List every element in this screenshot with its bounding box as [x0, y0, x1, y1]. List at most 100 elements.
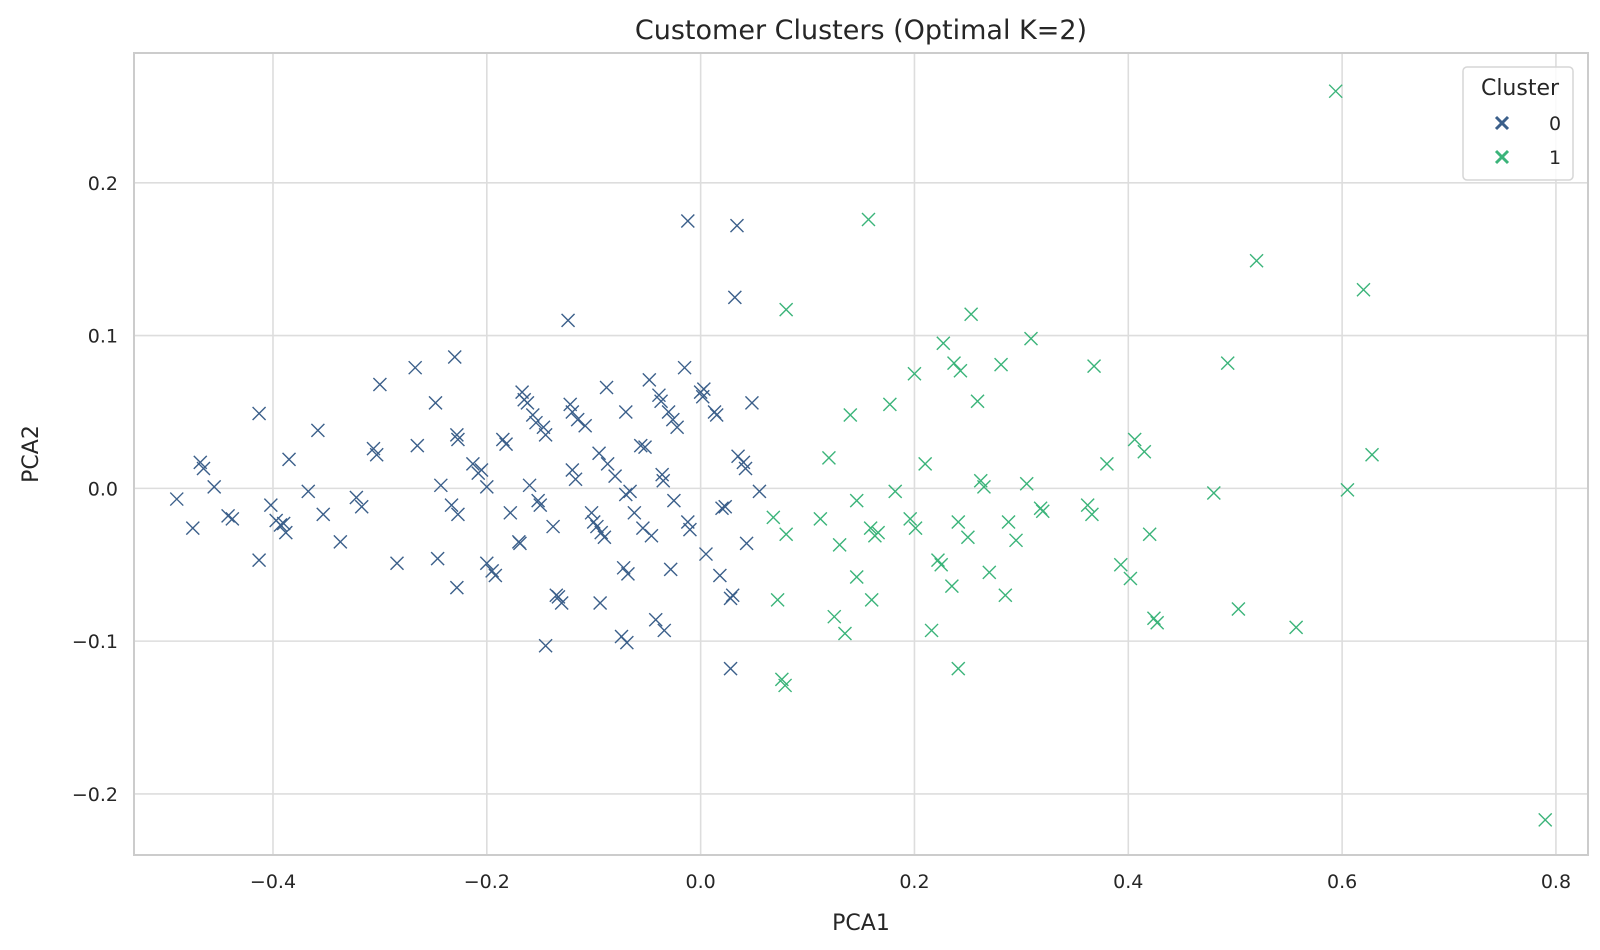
data-point-cluster-1 [1340, 482, 1355, 497]
data-point-cluster-1 [1249, 253, 1264, 268]
data-point-cluster-1 [813, 511, 828, 526]
y-tick-label: −0.1 [72, 631, 118, 653]
data-point-cluster-0 [169, 492, 184, 507]
data-point-cluster-0 [450, 507, 465, 522]
data-point-cluster-0 [657, 623, 672, 638]
data-point-cluster-1 [918, 456, 933, 471]
x-marker-icon [1494, 149, 1510, 165]
data-point-cluster-0 [752, 484, 767, 499]
y-tick-label: 0.1 [88, 326, 118, 348]
data-point-cluster-0 [433, 478, 448, 493]
data-point-cluster-1 [864, 592, 879, 607]
data-point-cluster-0 [225, 511, 240, 526]
data-point-cluster-0 [586, 514, 601, 529]
data-point-cluster-0 [449, 580, 464, 595]
data-point-cluster-0 [495, 432, 510, 447]
data-point-cluster-1 [1356, 282, 1371, 297]
data-point-cluster-0 [503, 505, 518, 520]
legend-label: 0 [1549, 113, 1561, 135]
data-point-cluster-0 [252, 553, 267, 568]
data-point-cluster-0 [349, 490, 364, 505]
data-point-cluster-0 [682, 522, 697, 537]
data-point-cluster-0 [568, 472, 583, 487]
data-point-cluster-1 [779, 302, 794, 317]
data-point-cluster-1 [849, 569, 864, 584]
data-point-cluster-1 [1019, 476, 1034, 491]
data-point-cluster-0 [515, 385, 530, 400]
data-point-cluster-1 [953, 363, 968, 378]
data-point-cluster-0 [727, 290, 742, 305]
data-point-cluster-0 [589, 519, 604, 534]
data-point-cluster-1 [1137, 444, 1152, 459]
data-point-cluster-0 [725, 588, 740, 603]
data-point-cluster-1 [863, 521, 878, 536]
data-point-cluster-1 [964, 307, 979, 322]
data-point-cluster-0 [677, 360, 692, 375]
data-point-cluster-0 [663, 562, 678, 577]
data-point-cluster-0 [276, 516, 291, 531]
data-point-cluster-0 [273, 518, 288, 533]
data-point-cluster-1 [944, 579, 959, 594]
data-point-cluster-1 [970, 394, 985, 409]
data-point-cluster-1 [843, 408, 858, 423]
data-point-cluster-0 [638, 440, 653, 455]
data-point-cluster-1 [903, 511, 918, 526]
data-point-cluster-0 [600, 456, 615, 471]
data-point-cluster-0 [620, 566, 635, 581]
data-point-cluster-0 [538, 427, 553, 442]
data-point-cluster-1 [1087, 359, 1102, 374]
data-point-cluster-0 [593, 595, 608, 610]
data-point-cluster-0 [715, 501, 730, 516]
plot-frame [133, 52, 1589, 856]
data-point-cluster-0 [528, 415, 543, 430]
data-point-cluster-0 [531, 493, 546, 508]
x-tick-label: 0.2 [899, 871, 929, 893]
data-point-cluster-0 [428, 395, 443, 410]
data-point-cluster-0 [522, 478, 537, 493]
data-point-cluster-0 [680, 514, 695, 529]
data-point-cluster-0 [554, 595, 569, 610]
data-point-cluster-0 [709, 408, 724, 423]
data-point-cluster-0 [623, 484, 638, 499]
data-point-cluster-0 [185, 521, 200, 536]
data-point-cluster-1 [1113, 557, 1128, 572]
data-point-cluster-1 [861, 212, 876, 227]
data-point-cluster-0 [739, 536, 754, 551]
data-point-cluster-0 [744, 395, 759, 410]
data-point-cluster-1 [994, 357, 1009, 372]
data-point-cluster-1 [930, 553, 945, 568]
data-point-cluster-0 [252, 406, 267, 421]
x-tick-label: −0.2 [464, 871, 510, 893]
data-point-cluster-1 [982, 565, 997, 580]
data-point-cluster-0 [718, 499, 733, 514]
data-point-cluster-0 [584, 505, 599, 520]
data-point-cluster-1 [837, 626, 852, 641]
data-point-cluster-0 [546, 519, 561, 534]
data-point-cluster-0 [608, 469, 623, 484]
x-tick-label: 0.6 [1327, 871, 1357, 893]
data-point-cluster-1 [1146, 611, 1161, 626]
y-tick-label: 0.0 [88, 478, 118, 500]
data-point-cluster-1 [1123, 571, 1138, 586]
data-point-cluster-1 [1150, 615, 1165, 630]
data-point-cluster-0 [310, 423, 325, 438]
data-point-cluster-0 [627, 505, 642, 520]
data-point-cluster-0 [592, 446, 607, 461]
data-point-cluster-0 [642, 372, 657, 387]
chart-title: Customer Clusters (Optimal K=2) [635, 15, 1087, 46]
x-tick-label: 0.8 [1541, 871, 1571, 893]
data-point-cluster-1 [924, 623, 939, 638]
data-point-cluster-0 [665, 412, 680, 427]
data-point-cluster-0 [633, 438, 648, 453]
data-point-cluster-0 [618, 404, 633, 419]
data-point-cluster-0 [565, 404, 580, 419]
data-point-cluster-1 [1127, 432, 1142, 447]
data-point-cluster-1 [766, 510, 781, 525]
data-point-cluster-0 [597, 530, 612, 545]
data-point-cluster-0 [479, 556, 494, 571]
data-point-cluster-0 [599, 380, 614, 395]
data-point-cluster-0 [723, 661, 738, 676]
data-point-cluster-0 [538, 638, 553, 653]
